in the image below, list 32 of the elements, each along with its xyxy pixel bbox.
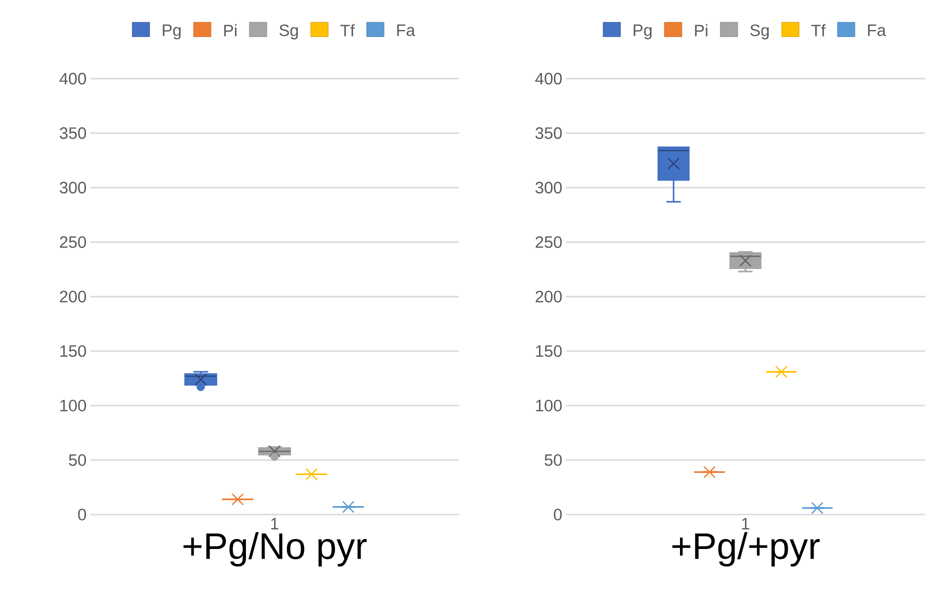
y-tick-label: 300 — [535, 182, 562, 194]
legend-label: Pi — [695, 24, 708, 36]
y-tick-label: 0 — [554, 508, 562, 520]
legend-label: Tf — [811, 24, 826, 36]
legend-label: Pg — [634, 24, 652, 40]
legend-label: Pg — [162, 24, 181, 40]
legend-label: Tf — [340, 24, 355, 36]
legend-label: Pi — [224, 24, 236, 36]
y-tick-label: 0 — [78, 508, 86, 520]
y-tick-label: 50 — [544, 454, 562, 466]
legend-label: Sg — [279, 24, 298, 40]
y-tick-label: 250 — [536, 236, 562, 248]
legend-label: Fa — [397, 24, 416, 36]
legend-label: Fa — [868, 24, 886, 36]
x-tick-label: 1 — [271, 518, 278, 530]
y-tick-label: 150 — [536, 345, 562, 358]
legend-label: Sg — [750, 24, 769, 40]
x-axis-title: +Pg/+pyr — [672, 532, 820, 567]
y-tick-label: 400 — [60, 72, 86, 85]
x-tick-label: 1 — [742, 518, 750, 530]
y-tick-label: 300 — [60, 182, 86, 194]
y-tick-label: 200 — [60, 290, 86, 303]
y-tick-label: 350 — [535, 127, 562, 140]
y-tick-label: 400 — [535, 72, 562, 85]
y-tick-label: 150 — [60, 345, 86, 358]
y-tick-label: 200 — [536, 290, 562, 303]
y-tick-label: 350 — [60, 127, 86, 140]
y-tick-label: 100 — [60, 400, 86, 412]
y-tick-label: 250 — [60, 236, 86, 248]
x-axis-title: +Pg/No pyr — [184, 532, 367, 567]
y-tick-label: 100 — [536, 400, 562, 412]
y-tick-label: 50 — [68, 454, 86, 466]
